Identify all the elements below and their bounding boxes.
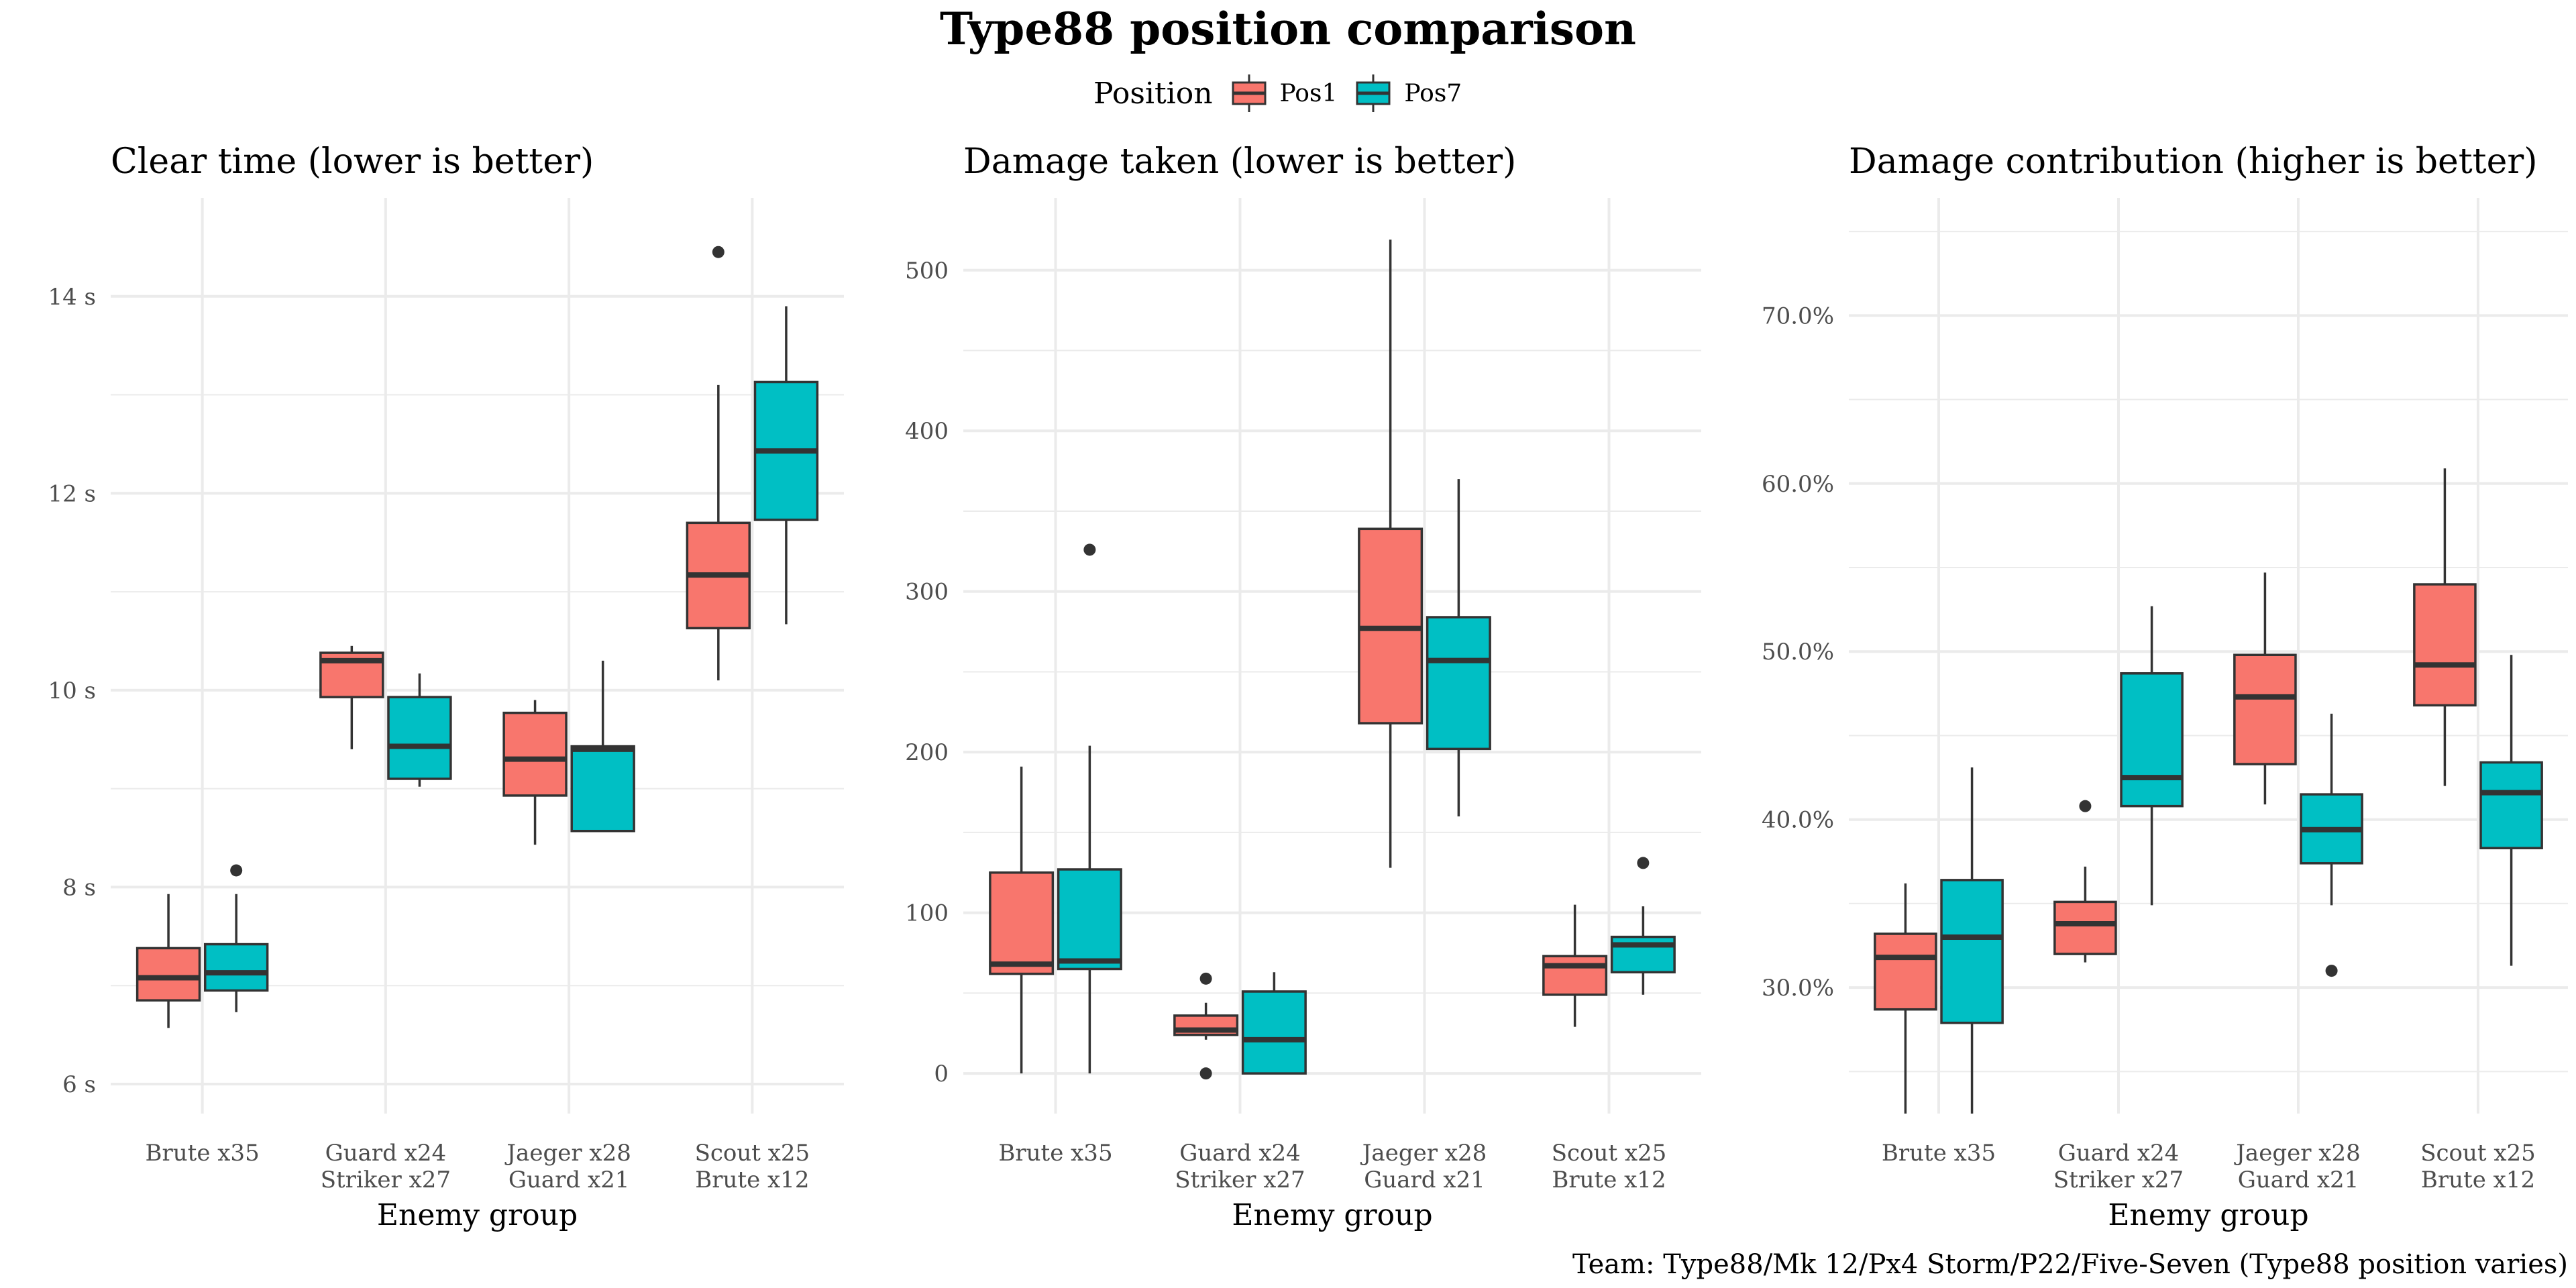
box-body xyxy=(1874,932,1937,1011)
clear-time-x-tick-label: Jaeger x28 Guard x21 xyxy=(504,1140,631,1193)
box-body xyxy=(1241,990,1307,1075)
clear-time-x-tick-label: Scout x25 Brute x12 xyxy=(695,1140,810,1193)
clear-time-box-pos7-3 xyxy=(753,306,819,625)
box-body xyxy=(2053,900,2117,955)
box-body xyxy=(1940,879,2004,1024)
clear-time-x-tick-label: Brute x35 xyxy=(146,1140,260,1167)
outlier-point xyxy=(712,246,724,258)
damage-taken-box-pos1-1 xyxy=(1173,972,1239,1080)
outlier-point xyxy=(1199,972,1212,985)
legend-key-pos7 xyxy=(1356,74,1391,112)
damage-taken-box-pos1-3 xyxy=(1542,904,1608,1027)
damage-contribution-box-pos1-3 xyxy=(2413,468,2477,786)
legend-item-pos1: Pos1 xyxy=(1229,73,1338,113)
legend: Position Pos1 Pos7 xyxy=(1093,71,1478,115)
damage-taken-y-tick-label: 0 xyxy=(934,1061,949,1087)
damage-taken-x-tick-label: Jaeger x28 Guard x21 xyxy=(1360,1140,1487,1193)
damage-taken-x-tick-label: Brute x35 xyxy=(998,1140,1112,1167)
outlier-point xyxy=(2325,965,2338,977)
clear-time-y-tick-label: 6 s xyxy=(62,1071,96,1098)
legend-key-pos1 xyxy=(1232,74,1267,112)
damage-contribution-box-pos7-0 xyxy=(1940,767,2004,1114)
box-body xyxy=(136,947,201,1002)
damage-contribution-box-pos7-3 xyxy=(2479,655,2543,966)
damage-contribution-box-pos1-0 xyxy=(1874,883,1937,1114)
damage-taken-box-pos7-1 xyxy=(1241,972,1307,1075)
damage-taken-y-tick-label: 100 xyxy=(905,900,949,927)
legend-label-pos1: Pos1 xyxy=(1279,79,1338,107)
box-body xyxy=(2479,761,2543,850)
box-body xyxy=(1057,868,1122,971)
damage-taken-box-pos1-0 xyxy=(989,766,1055,1074)
damage-contribution-box-pos1-1 xyxy=(2053,800,2117,963)
damage-taken-box-pos7-3 xyxy=(1610,857,1676,995)
clear-time-box-pos7-1 xyxy=(387,673,452,787)
outlier-point xyxy=(1199,1067,1212,1080)
clear-time-box-pos1-1 xyxy=(319,645,384,749)
clear-time-x-tick-label: Guard x24 Striker x27 xyxy=(321,1140,451,1193)
clear-time-box-pos1-2 xyxy=(502,700,568,845)
box-body xyxy=(2120,672,2184,808)
main-title: Type88 position comparison xyxy=(939,3,1637,55)
damage-contribution-y-tick-label: 70.0% xyxy=(1762,303,1834,329)
outlier-point xyxy=(1083,543,1096,556)
clear-time-box-pos1-3 xyxy=(686,246,751,681)
damage-taken-box-pos1-2 xyxy=(1358,239,1424,868)
outlier-point xyxy=(230,864,243,877)
damage-contribution-y-tick-label: 60.0% xyxy=(1762,471,1834,498)
damage-taken-x-tick-label: Scout x25 Brute x12 xyxy=(1552,1140,1667,1193)
box-body xyxy=(2233,653,2297,765)
damage-taken-y-tick-label: 300 xyxy=(905,579,949,606)
box-body xyxy=(989,871,1055,975)
damage-contribution-y-tick-label: 40.0% xyxy=(1762,807,1834,834)
damage-contribution-box-pos7-2 xyxy=(2300,713,2363,977)
legend-title: Position xyxy=(1093,76,1213,111)
box-body xyxy=(1426,616,1491,751)
damage-taken-y-tick-label: 200 xyxy=(905,739,949,766)
damage-taken-y-tick-label: 500 xyxy=(905,258,949,284)
caption: Team: Type88/Mk 12/Px4 Storm/P22/Five-Se… xyxy=(1572,1249,2568,1280)
box-body xyxy=(1542,955,1608,996)
damage-contribution-x-tick-label: Brute x35 xyxy=(1882,1140,1996,1167)
damage-contribution-y-tick-label: 30.0% xyxy=(1762,975,1834,1002)
damage-taken-y-tick-label: 400 xyxy=(905,418,949,445)
legend-label-pos7: Pos7 xyxy=(1404,79,1462,107)
clear-time-box-pos7-0 xyxy=(203,864,269,1012)
damage-taken-x-axis-title: Enemy group xyxy=(1232,1198,1432,1232)
outlier-point xyxy=(2079,800,2092,812)
clear-time-panel-title: Clear time (lower is better) xyxy=(111,142,594,182)
damage-contribution-x-tick-label: Jaeger x28 Guard x21 xyxy=(2234,1140,2360,1193)
clear-time-x-axis-title: Enemy group xyxy=(377,1198,578,1232)
clear-time-y-tick-label: 14 s xyxy=(48,284,96,311)
clear-time-box-pos1-0 xyxy=(136,894,201,1028)
damage-taken-panel-title: Damage taken (lower is better) xyxy=(963,142,1516,182)
damage-taken-x-tick-label: Guard x24 Striker x27 xyxy=(1175,1140,1305,1193)
box-body xyxy=(2413,583,2477,707)
box-body xyxy=(570,745,635,833)
clear-time-y-tick-label: 8 s xyxy=(62,874,96,901)
box-body xyxy=(387,696,452,780)
clear-time-y-tick-label: 10 s xyxy=(48,678,96,704)
damage-contribution-box-pos7-1 xyxy=(2120,606,2184,906)
damage-contribution-x-tick-label: Scout x25 Brute x12 xyxy=(2420,1140,2536,1193)
clear-time-y-tick-label: 12 s xyxy=(48,480,96,507)
box-body xyxy=(203,943,269,992)
damage-contribution-x-axis-title: Enemy group xyxy=(2108,1198,2308,1232)
damage-taken-box-pos7-0 xyxy=(1057,543,1122,1074)
damage-taken-box-pos7-2 xyxy=(1426,479,1491,816)
damage-contribution-x-tick-label: Guard x24 Striker x27 xyxy=(2053,1140,2184,1193)
clear-time-box-pos7-2 xyxy=(570,660,635,833)
box-body xyxy=(502,711,568,797)
damage-contribution-panel-title: Damage contribution (higher is better) xyxy=(1849,142,2538,182)
damage-contribution-box-pos1-2 xyxy=(2233,572,2297,805)
legend-item-pos7: Pos7 xyxy=(1353,73,1462,113)
damage-contribution-y-tick-label: 50.0% xyxy=(1762,639,1834,665)
outlier-point xyxy=(1637,857,1650,869)
